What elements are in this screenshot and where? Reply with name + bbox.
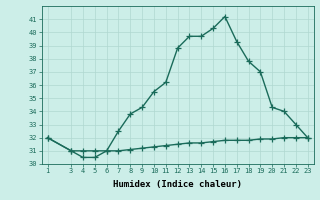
X-axis label: Humidex (Indice chaleur): Humidex (Indice chaleur) [113, 180, 242, 189]
